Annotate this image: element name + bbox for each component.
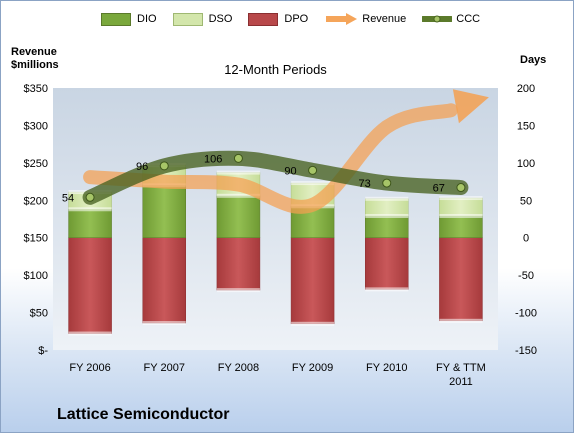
ccc-point xyxy=(308,165,318,175)
left-tick-label: $50 xyxy=(30,308,48,320)
legend-item-revenue: Revenue xyxy=(324,12,406,26)
bar-dio xyxy=(439,215,483,238)
left-axis-title: Revenue $millions xyxy=(11,46,59,72)
legend-line-icon xyxy=(422,15,453,23)
category-label: FY 2010 xyxy=(366,362,407,374)
bar-dpo xyxy=(216,237,261,291)
bar-dpo-cap xyxy=(291,321,335,326)
legend-label-revenue: Revenue xyxy=(362,13,407,25)
ccc-data-label: 54 xyxy=(62,192,74,204)
right-tick-label: -100 xyxy=(515,308,537,320)
right-tick-label: 100 xyxy=(517,158,535,170)
right-tick-label: -50 xyxy=(518,270,534,282)
plot-area xyxy=(53,88,498,350)
ccc-point xyxy=(159,161,169,171)
ccc-data-label: 73 xyxy=(359,178,371,190)
category-label: FY 2006 xyxy=(69,362,110,374)
left-tick-label: $350 xyxy=(24,83,48,95)
legend-swatch-dio xyxy=(101,12,131,26)
bar-dpo-cap xyxy=(68,331,112,336)
ccc-point xyxy=(382,178,392,188)
category-label: FY 2008 xyxy=(218,362,259,374)
bar-dpo-cap xyxy=(216,288,260,293)
right-tick-label: 150 xyxy=(517,120,535,132)
legend-label-dso: DSO xyxy=(208,13,233,25)
ccc-line xyxy=(82,150,469,205)
legend: DIO DSO DPO Revenue CCC xyxy=(101,12,496,26)
revenue-line xyxy=(83,103,458,214)
legend-item-dio: DIO xyxy=(101,12,157,26)
category-label: FY & TTM xyxy=(436,362,486,374)
bar-dso xyxy=(439,197,483,217)
ccc-point xyxy=(85,192,95,202)
bar-dso-cap xyxy=(291,181,335,186)
legend-label-ccc: CCC xyxy=(456,13,481,25)
legend-item-ccc: CCC xyxy=(422,12,480,26)
right-tick-label: 0 xyxy=(523,233,529,245)
left-tick-label: $100 xyxy=(24,270,48,282)
ccc-data-label: 90 xyxy=(284,165,296,177)
bar-dpo xyxy=(365,237,409,290)
bar-dio xyxy=(216,195,261,238)
bar-dio xyxy=(365,215,409,238)
bar-dpo xyxy=(142,237,186,324)
bar-dpo xyxy=(439,237,483,322)
chart-title: 12-Month Periods xyxy=(224,62,327,77)
ccc-point xyxy=(233,153,243,163)
revenue-arrowhead xyxy=(452,89,489,124)
legend-label-dpo: DPO xyxy=(284,13,309,25)
ccc-point xyxy=(456,183,466,193)
company-name: Lattice Semiconductor xyxy=(57,406,230,423)
bar-dpo xyxy=(290,237,335,325)
bar-dpo xyxy=(68,237,112,334)
bar-dio xyxy=(68,209,112,238)
bar-dso xyxy=(365,198,409,217)
legend-swatch-dso xyxy=(172,12,203,26)
right-tick-label: 50 xyxy=(520,195,532,207)
bar-dio xyxy=(142,185,186,238)
bar-dso-cap xyxy=(216,170,260,175)
bar-dio-cap xyxy=(216,193,260,198)
legend-item-dpo: DPO xyxy=(248,12,308,26)
ccc-data-label: 67 xyxy=(433,183,445,195)
category-label: FY 2009 xyxy=(292,362,333,374)
right-tick-label: -150 xyxy=(515,345,537,357)
bar-dso-cap xyxy=(439,196,483,201)
legend-item-dso: DSO xyxy=(172,12,233,26)
left-tick-label: $- xyxy=(38,345,48,357)
left-axis-title-line2: $millions xyxy=(11,59,59,71)
ccc-data-label: 96 xyxy=(136,161,148,173)
left-tick-label: $150 xyxy=(24,233,48,245)
left-tick-label: $200 xyxy=(24,195,48,207)
ccc-data-label: 106 xyxy=(204,153,222,165)
bar-dio-cap xyxy=(365,214,409,219)
right-axis-title: Days xyxy=(520,54,547,66)
right-tick-label: 200 xyxy=(517,83,535,95)
legend-label-dio: DIO xyxy=(137,13,157,25)
category-label: 2011 xyxy=(449,376,473,388)
left-tick-label: $250 xyxy=(24,158,48,170)
bar-dpo-cap xyxy=(142,321,186,326)
bar-dpo-cap xyxy=(365,287,409,292)
left-tick-label: $300 xyxy=(24,120,48,132)
bar-dio-cap xyxy=(68,207,112,212)
bar-dpo-cap xyxy=(439,318,483,323)
category-label: FY 2007 xyxy=(144,362,185,374)
left-axis-title-line1: Revenue xyxy=(11,46,57,58)
bar-dso-cap xyxy=(365,196,409,201)
legend-swatch-dpo xyxy=(248,12,279,26)
bar-dio-cap xyxy=(439,214,483,219)
legend-arrow-icon xyxy=(326,13,358,25)
